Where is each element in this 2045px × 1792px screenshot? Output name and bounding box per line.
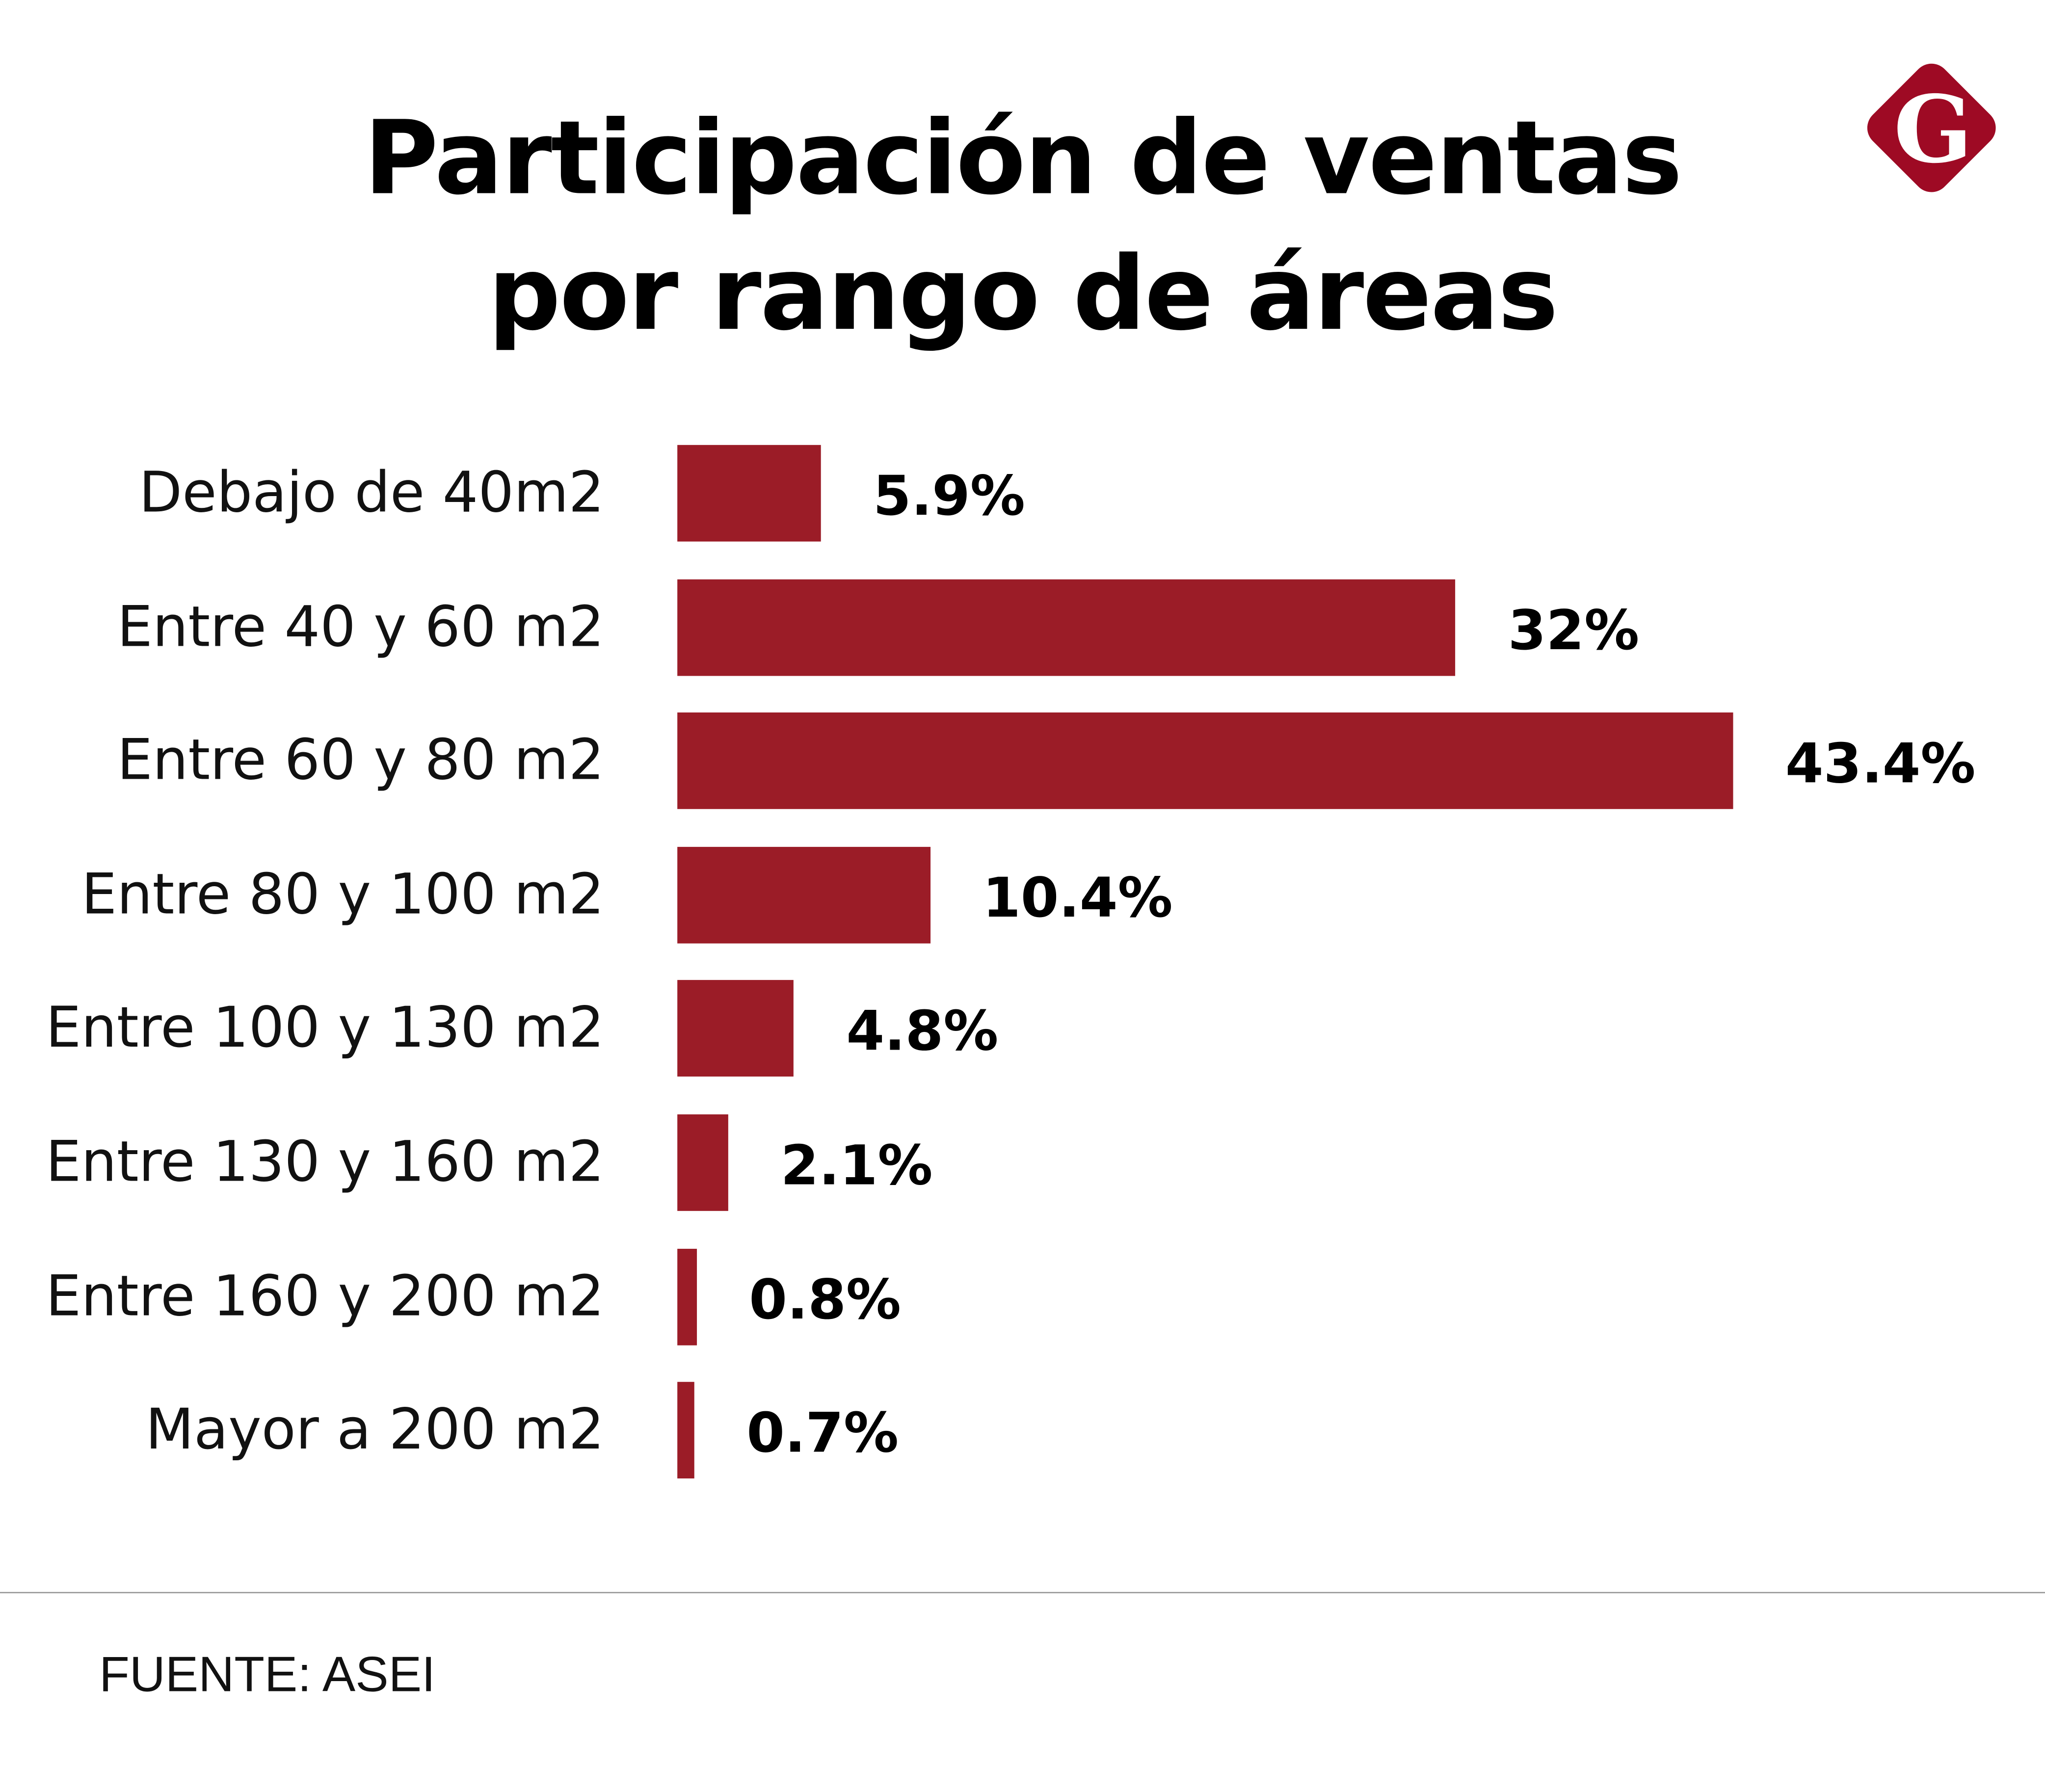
category-label: Entre 160 y 200 m2: [46, 1264, 605, 1329]
category-label: Entre 80 y 100 m2: [81, 862, 605, 928]
data-label: 2.1%: [780, 1133, 933, 1197]
category-label: Entre 40 y 60 m2: [117, 594, 605, 660]
g-logo-icon: G: [1867, 63, 1996, 192]
bar: [677, 980, 795, 1077]
data-label: 5.9%: [873, 464, 1025, 528]
bar: [677, 712, 1733, 810]
bar: [677, 1382, 694, 1479]
data-label: 0.8%: [749, 1267, 901, 1331]
svg-text:G: G: [1894, 76, 1973, 184]
category-label: Mayor a 200 m2: [145, 1397, 605, 1463]
category-label: Entre 100 y 130 m2: [46, 996, 605, 1062]
data-label: 32%: [1508, 598, 1640, 662]
source-note: FUENTE: ASEI: [99, 1648, 436, 1703]
title-line-2: por rango de áreas: [488, 236, 1558, 354]
category-label: Debajo de 40m2: [139, 460, 605, 526]
category-label: Entre 130 y 160 m2: [46, 1130, 605, 1195]
data-label: 0.7%: [746, 1401, 899, 1465]
chart-title: Participación de ventas por rango de áre…: [0, 91, 2045, 363]
bar: [677, 579, 1456, 676]
category-label: Entre 60 y 80 m2: [117, 728, 605, 794]
bar: [677, 445, 821, 542]
bar: [677, 846, 930, 944]
title-line-1: Participación de ventas: [364, 100, 1682, 218]
divider: [0, 1592, 2045, 1594]
data-label: 43.4%: [1785, 732, 1976, 796]
data-label: 4.8%: [846, 999, 999, 1064]
data-label: 10.4%: [983, 865, 1173, 930]
bar: [677, 1114, 729, 1211]
bar: [677, 1248, 697, 1345]
